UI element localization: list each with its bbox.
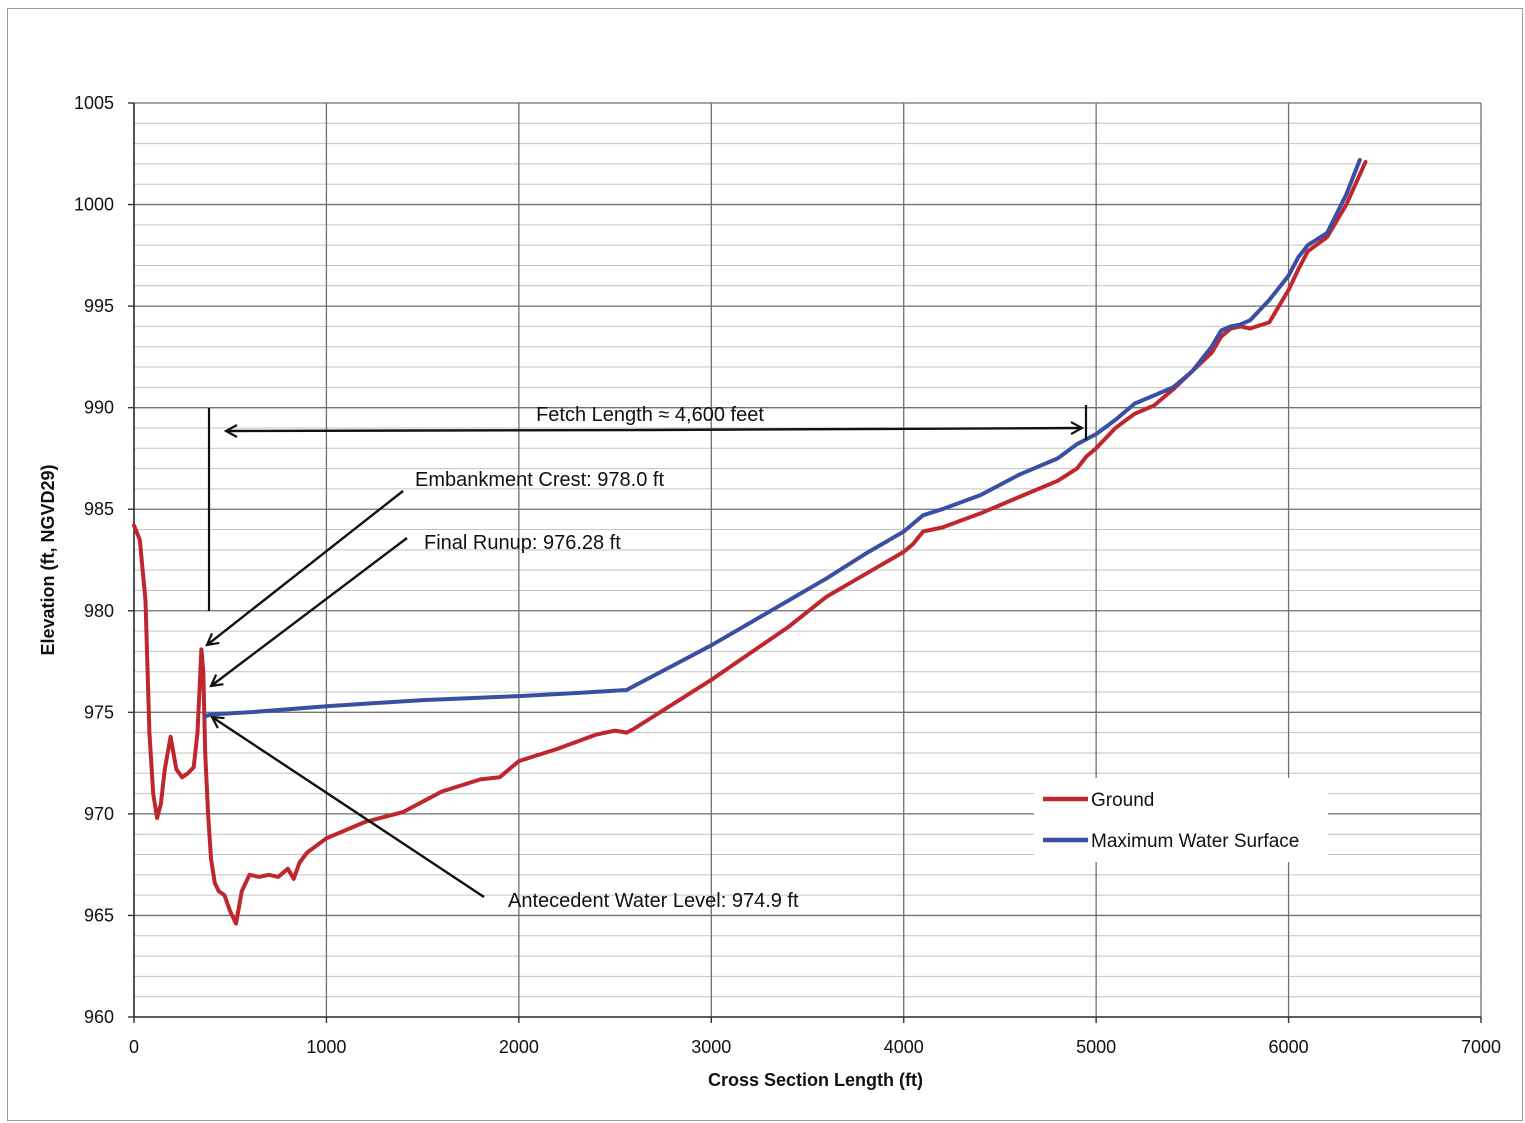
ground-line bbox=[132, 159, 1368, 926]
y-tick-label: 970 bbox=[84, 804, 114, 824]
x-tick-label: 1000 bbox=[306, 1037, 346, 1057]
legend-box bbox=[1034, 778, 1328, 862]
antecedent-water-label: Antecedent Water Level: 974.9 ft bbox=[508, 890, 799, 912]
legend: Ground Maximum Water Surface bbox=[1034, 778, 1328, 862]
y-tick-label: 985 bbox=[84, 499, 114, 519]
maximum-water-surface-line bbox=[203, 157, 1362, 719]
fetch-arrow-right bbox=[647, 428, 1082, 430]
plot-area bbox=[134, 103, 1481, 1017]
annotations: Fetch Length ≈ 4,600 feet Embankment Cres… bbox=[207, 404, 1088, 912]
y-tick-label: 1005 bbox=[74, 93, 114, 113]
x-tick-label: 0 bbox=[129, 1037, 139, 1057]
final-runup-label: Final Runup: 976.28 ft bbox=[424, 532, 621, 554]
y-tick-label: 965 bbox=[84, 905, 114, 925]
x-tick-label: 3000 bbox=[691, 1037, 731, 1057]
x-tick-label: 6000 bbox=[1269, 1037, 1309, 1057]
final-runup-arrow bbox=[211, 537, 408, 686]
y-tick-label: 980 bbox=[84, 601, 114, 621]
fetch-length-label: Fetch Length ≈ 4,600 feet bbox=[536, 404, 764, 426]
fetch-arrow-left bbox=[226, 430, 649, 431]
y-tick-label: 960 bbox=[84, 1007, 114, 1027]
y-axis-title: Elevation (ft, NGVD29) bbox=[38, 464, 58, 655]
x-tick-label: 7000 bbox=[1461, 1037, 1501, 1057]
y-tick-label: 975 bbox=[84, 702, 114, 722]
x-tick-label: 4000 bbox=[884, 1037, 924, 1057]
y-tick-label: 990 bbox=[84, 398, 114, 418]
axes: 960 965 970 975 980 985 990 995 1000 1005 0 1000 200… bbox=[38, 93, 1501, 1090]
legend-label: Maximum Water Surface bbox=[1091, 831, 1299, 852]
embankment-crest-arrow bbox=[207, 490, 404, 645]
x-axis-title: Cross Section Length (ft) bbox=[708, 1070, 923, 1090]
x-tick-label: 5000 bbox=[1076, 1037, 1116, 1057]
x-tick-label: 2000 bbox=[499, 1037, 539, 1057]
y-tick-label: 1000 bbox=[74, 195, 114, 215]
series-lines bbox=[132, 157, 1368, 926]
y-tick-label: 995 bbox=[84, 296, 114, 316]
embankment-crest-label: Embankment Crest: 978.0 ft bbox=[415, 469, 664, 491]
antecedent-water-arrow bbox=[212, 717, 485, 899]
grid-lines bbox=[133, 102, 1482, 1018]
legend-label: Ground bbox=[1091, 790, 1154, 811]
